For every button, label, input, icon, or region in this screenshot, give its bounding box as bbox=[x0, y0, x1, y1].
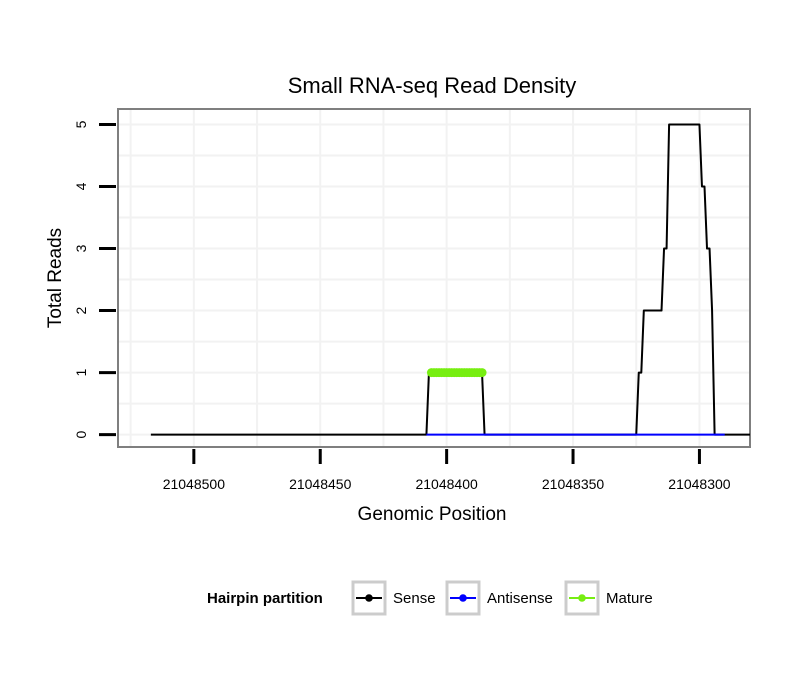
legend-label: Sense bbox=[393, 590, 436, 607]
series-layer bbox=[150, 123, 750, 436]
y-tick-label: 2 bbox=[73, 306, 89, 314]
legend-label: Antisense bbox=[487, 590, 553, 607]
x-tick-label: 21048400 bbox=[415, 476, 478, 492]
plot-panel-border bbox=[117, 108, 751, 448]
y-tick-label: 5 bbox=[73, 120, 89, 128]
x-tick-label: 21048300 bbox=[668, 476, 731, 492]
legend-key-point bbox=[578, 594, 586, 602]
y-tick-label: 1 bbox=[73, 368, 89, 376]
legend-label: Mature bbox=[606, 590, 653, 607]
legend-key-point bbox=[459, 594, 467, 602]
legend-item-sense: Sense bbox=[351, 580, 436, 616]
grid-lines bbox=[118, 109, 750, 447]
x-tick-label: 21048350 bbox=[542, 476, 605, 492]
series-point-mature bbox=[477, 368, 487, 378]
x-tick-label: 21048500 bbox=[163, 476, 226, 492]
legend: Hairpin partition Sense Antisense Mature bbox=[207, 580, 653, 616]
legend-key-point bbox=[365, 594, 373, 602]
x-axis: 21048500 21048450 21048400 21048350 21048300 bbox=[163, 449, 731, 492]
x-axis-title: Genomic Position bbox=[358, 504, 507, 525]
y-axis-title: Total Reads bbox=[45, 228, 66, 328]
legend-item-antisense: Antisense bbox=[445, 580, 553, 616]
legend-item-mature: Mature bbox=[564, 580, 653, 616]
y-tick-label: 4 bbox=[73, 182, 89, 190]
y-tick-label: 0 bbox=[73, 430, 89, 438]
y-axis: 0 1 2 3 4 5 bbox=[73, 120, 116, 438]
y-tick-label: 3 bbox=[73, 244, 89, 252]
chart-title: Small RNA-seq Read Density bbox=[288, 73, 577, 98]
x-tick-label: 21048450 bbox=[289, 476, 352, 492]
legend-title: Hairpin partition bbox=[207, 590, 323, 607]
series-line-sense bbox=[150, 123, 750, 436]
